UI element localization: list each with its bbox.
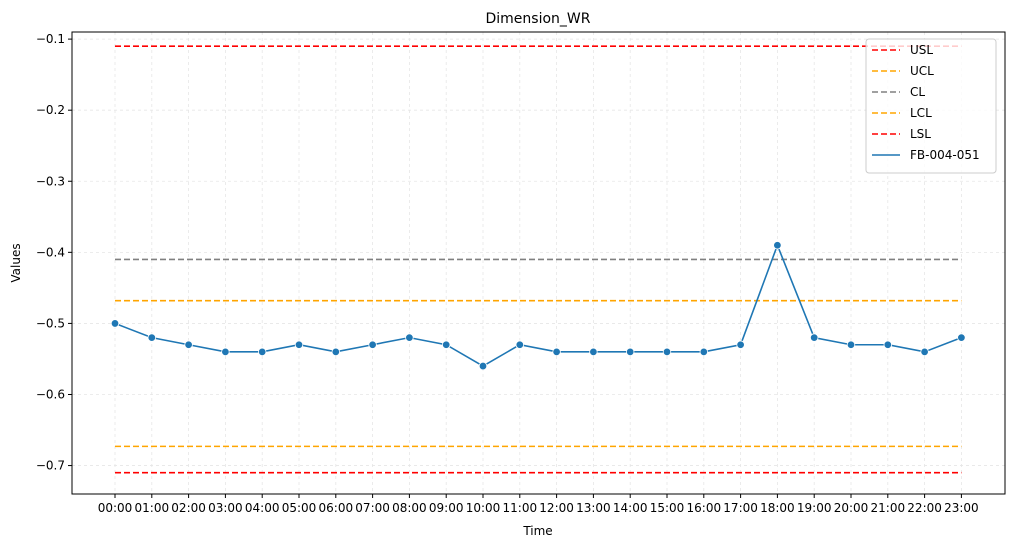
x-tick-label: 21:00 [871, 501, 906, 515]
y-tick-label: −0.1 [36, 32, 65, 46]
y-axis-label: Values [9, 243, 23, 282]
data-point [662, 347, 672, 357]
data-point [699, 347, 708, 357]
legend-label: CL [910, 85, 925, 99]
plot-frame [71, 31, 1006, 495]
data-point [626, 347, 635, 357]
data-point [957, 333, 966, 342]
x-tick-label: 11:00 [503, 501, 538, 515]
limit-lines [115, 45, 962, 474]
legend-label: USL [910, 43, 933, 57]
x-tick-label: 03:00 [208, 501, 243, 515]
x-axis-label: Time [522, 524, 552, 538]
chart-title: Dimension_WR [486, 11, 591, 27]
data-point [589, 347, 598, 357]
series-line [114, 242, 962, 367]
y-tick-label: −0.2 [36, 103, 65, 117]
x-tick-label: 00:00 [98, 501, 133, 515]
x-tick-label: 17:00 [723, 501, 758, 515]
data-point [773, 241, 782, 250]
data-point [331, 347, 340, 357]
y-axis-ticks: −0.7 −0.6 −0.5 −0.4 −0.3 −0.2 −0.1 [36, 32, 72, 473]
x-tick-label: 05:00 [282, 501, 317, 515]
data-point [184, 340, 193, 349]
x-tick-label: 14:00 [613, 501, 648, 515]
y-tick-label: −0.3 [36, 174, 65, 188]
data-point [515, 340, 524, 349]
data-point [810, 333, 819, 342]
data-series [110, 241, 966, 371]
grid [72, 32, 1005, 494]
x-axis-ticks: 00:00 01:00 02:00 03:00 04:00 05:00 06:00 07:00… [98, 494, 979, 515]
data-point [442, 340, 451, 349]
x-tick-label: 20:00 [834, 501, 869, 515]
data-point [221, 347, 230, 357]
legend-label: FB-004-051 [910, 148, 980, 162]
data-point [920, 347, 929, 357]
x-tick-label: 08:00 [392, 501, 427, 515]
y-tick-label: −0.7 [36, 459, 65, 473]
x-tick-label: 07:00 [355, 501, 390, 515]
y-tick-label: −0.5 [36, 316, 65, 330]
legend-box [865, 38, 997, 174]
x-tick-label: 13:00 [576, 501, 611, 515]
x-tick-label: 12:00 [539, 501, 574, 515]
x-tick-label: 10:00 [466, 501, 501, 515]
x-tick-label: 18:00 [760, 501, 795, 515]
x-tick-label: 22:00 [907, 501, 942, 515]
x-tick-label: 19:00 [797, 501, 832, 515]
data-point [846, 340, 856, 349]
data-point [258, 347, 267, 357]
legend-label: UCL [910, 64, 934, 78]
x-tick-label: 04:00 [245, 501, 280, 515]
legend-label: LSL [910, 127, 931, 141]
y-tick-label: −0.4 [36, 245, 65, 259]
data-point [294, 340, 304, 349]
x-tick-label: 06:00 [319, 501, 354, 515]
data-point [147, 333, 156, 342]
x-tick-label: 23:00 [944, 501, 979, 515]
data-point [736, 340, 745, 349]
x-tick-label: 09:00 [429, 501, 464, 515]
x-tick-label: 15:00 [650, 501, 685, 515]
x-tick-label: 16:00 [687, 501, 722, 515]
data-point [552, 347, 561, 357]
y-tick-label: −0.6 [36, 387, 65, 401]
legend: USL UCL CL LCL LSL FB-004-051 [865, 38, 997, 174]
data-point [478, 361, 488, 371]
data-point [883, 340, 892, 349]
x-tick-label: 01:00 [135, 501, 170, 515]
data-point [110, 319, 120, 328]
legend-label: LCL [910, 106, 932, 120]
data-point [405, 333, 414, 342]
data-point [368, 340, 377, 349]
x-tick-label: 02:00 [171, 501, 206, 515]
